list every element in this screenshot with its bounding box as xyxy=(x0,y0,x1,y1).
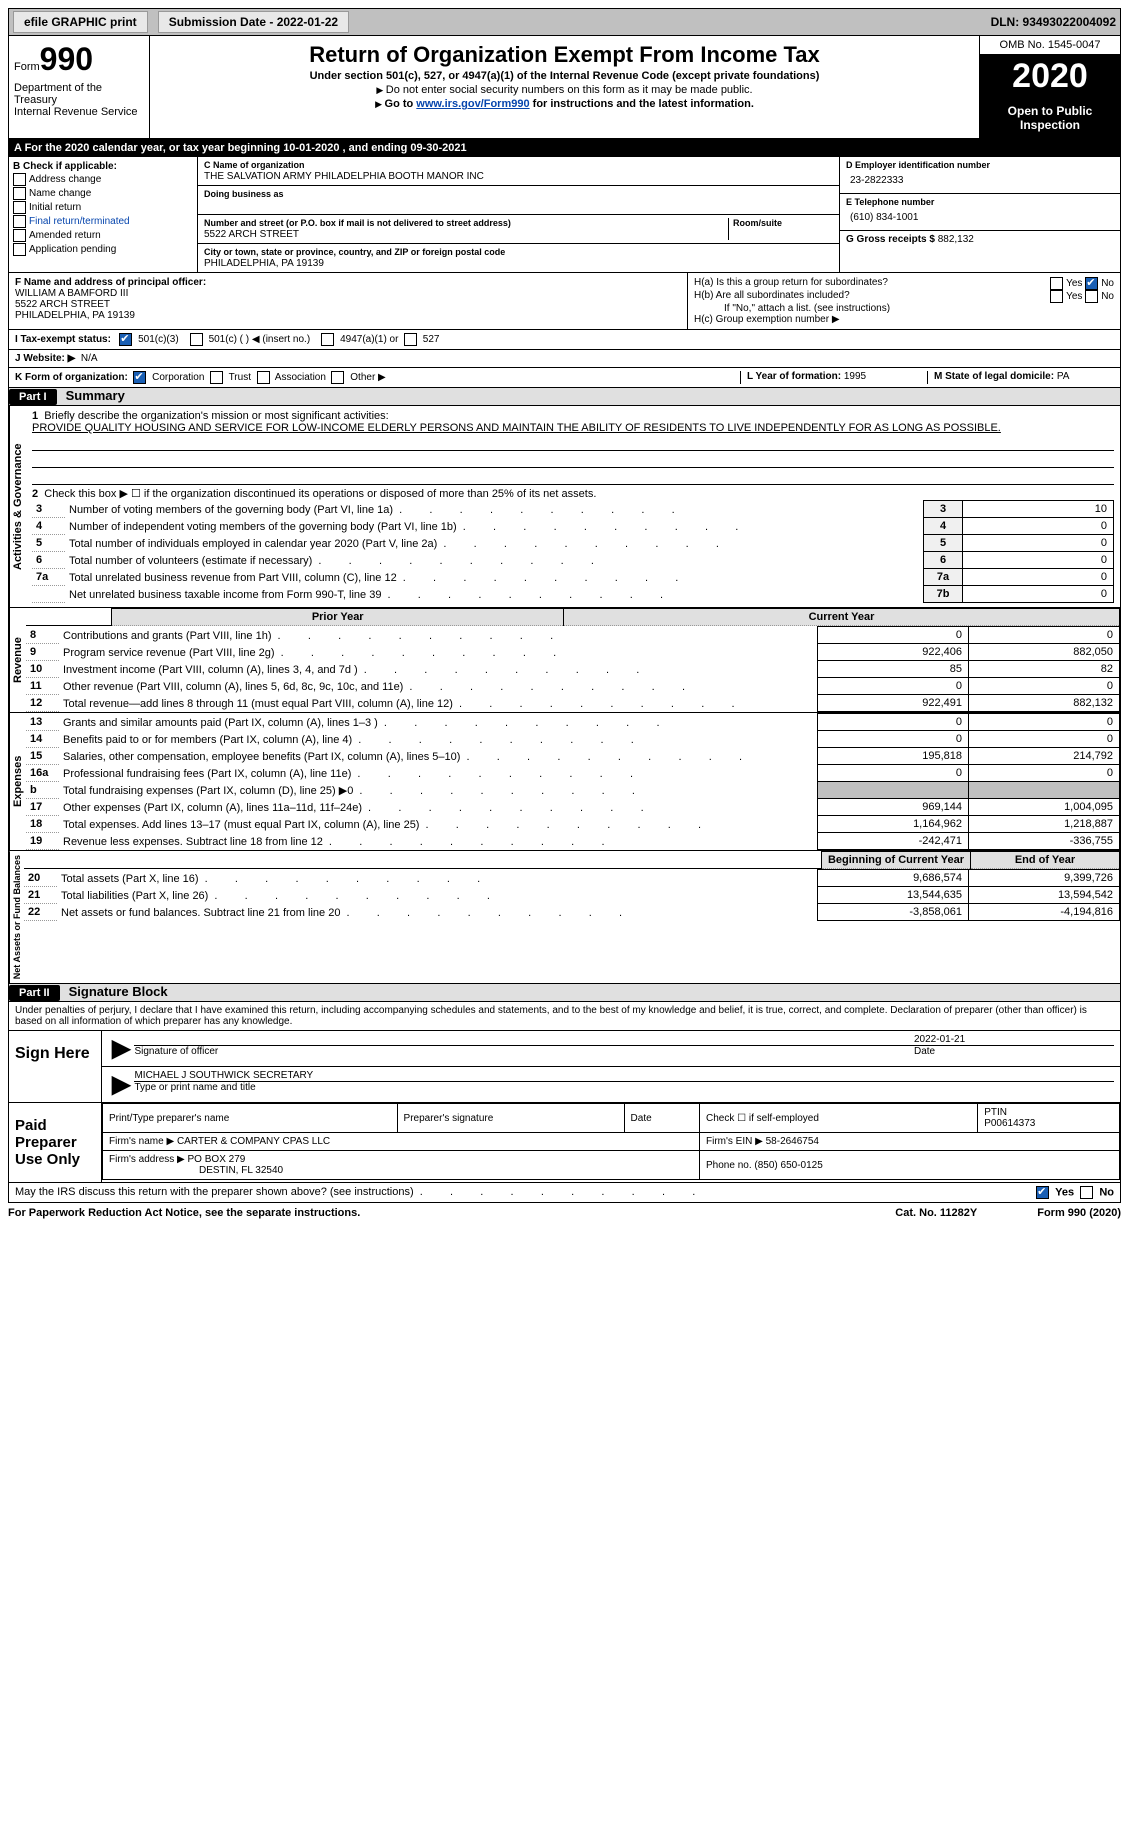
box-b: B Check if applicable: Address change Na… xyxy=(9,157,198,272)
form-label: Form xyxy=(14,61,40,73)
org-name: THE SALVATION ARMY PHILADELPHIA BOOTH MA… xyxy=(204,171,484,182)
netassets-section: Net Assets or Fund Balances Beginning of… xyxy=(8,851,1121,984)
box-f: F Name and address of principal officer:… xyxy=(9,273,687,329)
ein: 23-2822333 xyxy=(846,171,1114,190)
org-info-block: B Check if applicable: Address change Na… xyxy=(8,157,1121,388)
box-i: I Tax-exempt status: 501(c)(3) 501(c) ( … xyxy=(9,329,1120,349)
officer-name: MICHAEL J SOUTHWICK SECRETARY xyxy=(134,1070,1114,1082)
inspection-label: Open to Public Inspection xyxy=(980,98,1120,138)
mission-text: PROVIDE QUALITY HOUSING AND SERVICE FOR … xyxy=(32,422,1114,434)
part2-header: Part II Signature Block xyxy=(8,984,1121,1002)
org-city: PHILADELPHIA, PA 19139 xyxy=(204,258,324,269)
part1-header: Part I Summary xyxy=(8,388,1121,406)
box-j: J Website: ▶ N/A xyxy=(9,349,1120,367)
governance-section: Activities & Governance 1 Briefly descri… xyxy=(8,406,1121,608)
tax-year: 2020 xyxy=(980,55,1120,98)
dln-label: DLN: 93493022004092 xyxy=(991,15,1116,29)
box-de: D Employer identification number23-28223… xyxy=(839,157,1120,272)
top-toolbar: efile GRAPHIC print Submission Date - 20… xyxy=(8,8,1121,36)
gross-receipts: 882,132 xyxy=(938,234,974,245)
efile-button[interactable]: efile GRAPHIC print xyxy=(13,11,148,33)
revenue-section: Revenue Prior YearCurrent Year 8Contribu… xyxy=(8,608,1121,713)
paid-preparer-block: Paid Preparer Use Only Print/Type prepar… xyxy=(8,1103,1121,1183)
discuss-row: May the IRS discuss this return with the… xyxy=(8,1183,1121,1203)
form-subtitle: Under section 501(c), 527, or 4947(a)(1)… xyxy=(156,70,973,82)
irs-link[interactable]: www.irs.gov/Form990 xyxy=(416,98,529,110)
org-street: 5522 ARCH STREET xyxy=(204,229,299,240)
dept-label: Department of the Treasury Internal Reve… xyxy=(14,78,144,122)
page-footer: For Paperwork Reduction Act Notice, see … xyxy=(8,1203,1121,1223)
form-number: 990 xyxy=(40,41,93,77)
box-c: C Name of organizationTHE SALVATION ARMY… xyxy=(198,157,839,272)
goto-note: Go to www.irs.gov/Form990 for instructio… xyxy=(156,98,973,110)
form-header: Form990 Department of the Treasury Inter… xyxy=(8,36,1121,139)
ssn-note: Do not enter social security numbers on … xyxy=(156,84,973,96)
submission-button[interactable]: Submission Date - 2022-01-22 xyxy=(158,11,349,33)
omb-number: OMB No. 1545-0047 xyxy=(980,36,1120,55)
box-klm: K Form of organization: Corporation Trus… xyxy=(9,367,1120,387)
sign-here-block: Sign Here ▶ Signature of officer2022-01-… xyxy=(8,1031,1121,1103)
box-h: H(a) Is this a group return for subordin… xyxy=(687,273,1120,329)
expenses-section: Expenses 13Grants and similar amounts pa… xyxy=(8,713,1121,851)
phone: (610) 834-1001 xyxy=(846,208,1114,227)
form-title: Return of Organization Exempt From Incom… xyxy=(156,42,973,68)
line-a: A For the 2020 calendar year, or tax yea… xyxy=(8,139,1121,157)
penalties-text: Under penalties of perjury, I declare th… xyxy=(8,1002,1121,1031)
